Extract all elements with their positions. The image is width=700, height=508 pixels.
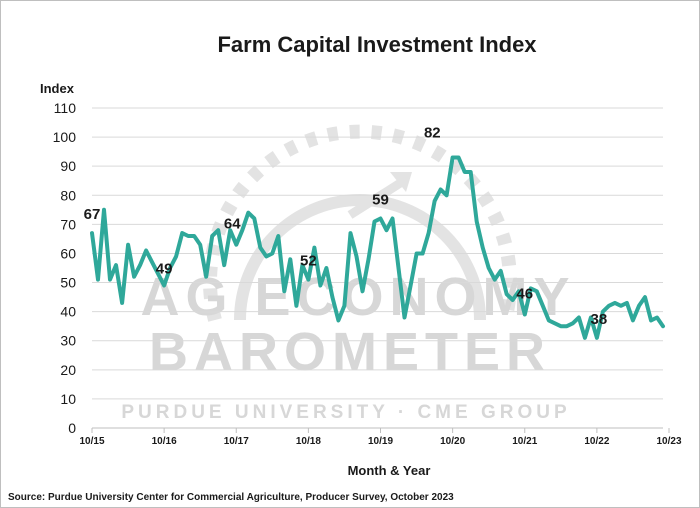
data-label: 59	[372, 192, 389, 209]
x-tick-label: 10/20	[440, 436, 465, 447]
y-tick-label: 80	[60, 187, 76, 203]
series	[90, 155, 665, 340]
data-label: 52	[300, 253, 317, 270]
series-line	[90, 155, 665, 340]
data-labels: 67 49 64 52 59 82 46 38 35	[84, 0, 700, 328]
y-tick-label: 70	[60, 216, 76, 232]
y-tick-label: 50	[60, 275, 76, 291]
y-axis-title: Index	[40, 81, 75, 96]
y-tick-label: 90	[60, 158, 76, 174]
y-tick-label: 110	[54, 100, 77, 116]
data-label: 46	[516, 286, 533, 303]
x-tick-label: 10/21	[512, 436, 537, 447]
y-tick-label: 20	[60, 362, 76, 378]
gauge-needle	[347, 176, 408, 219]
gauge-arc	[234, 194, 486, 321]
x-tick-label: 10/22	[584, 436, 609, 447]
data-label: 38	[591, 311, 608, 328]
y-tick-label: 40	[60, 304, 76, 320]
data-label: 82	[424, 124, 441, 141]
y-tick-label: 10	[60, 391, 76, 407]
x-axis: 10/15 10/16 10/17 10/18 10/19 10/20 10/21 10/22…	[79, 427, 682, 447]
data-label: 49	[156, 260, 173, 277]
data-label: 35	[685, 0, 700, 4]
chart-title: Farm Capital Investment Index	[217, 32, 537, 57]
y-axis: 0 10 20 30 40 50 60 70 80 90 100 110	[53, 100, 77, 436]
y-tick-label: 30	[60, 333, 76, 349]
x-axis-title: Month & Year	[348, 463, 431, 478]
watermark: AG ECONOMY BAROMETER PURDUE UNIVERSITY ·…	[121, 124, 570, 423]
x-tick-label: 10/19	[368, 436, 393, 447]
source-note: Source: Purdue University Center for Com…	[8, 492, 454, 503]
watermark-line3: PURDUE UNIVERSITY · CME GROUP	[121, 402, 570, 423]
watermark-line2: BAROMETER	[149, 322, 551, 382]
y-tick-label: 100	[53, 129, 77, 145]
x-tick-label: 10/18	[296, 436, 321, 447]
gauge-arrow-icon	[390, 172, 412, 192]
data-label: 67	[84, 206, 101, 223]
y-tick-label: 0	[68, 420, 76, 436]
y-tick-label: 60	[60, 245, 76, 261]
gauge-icon	[203, 124, 517, 322]
x-tick-label: 10/15	[79, 436, 104, 447]
x-tick-label: 10/17	[224, 436, 249, 447]
x-tick-label: 10/16	[152, 436, 177, 447]
x-tick-label: 10/23	[656, 436, 681, 447]
data-label: 64	[224, 216, 241, 233]
